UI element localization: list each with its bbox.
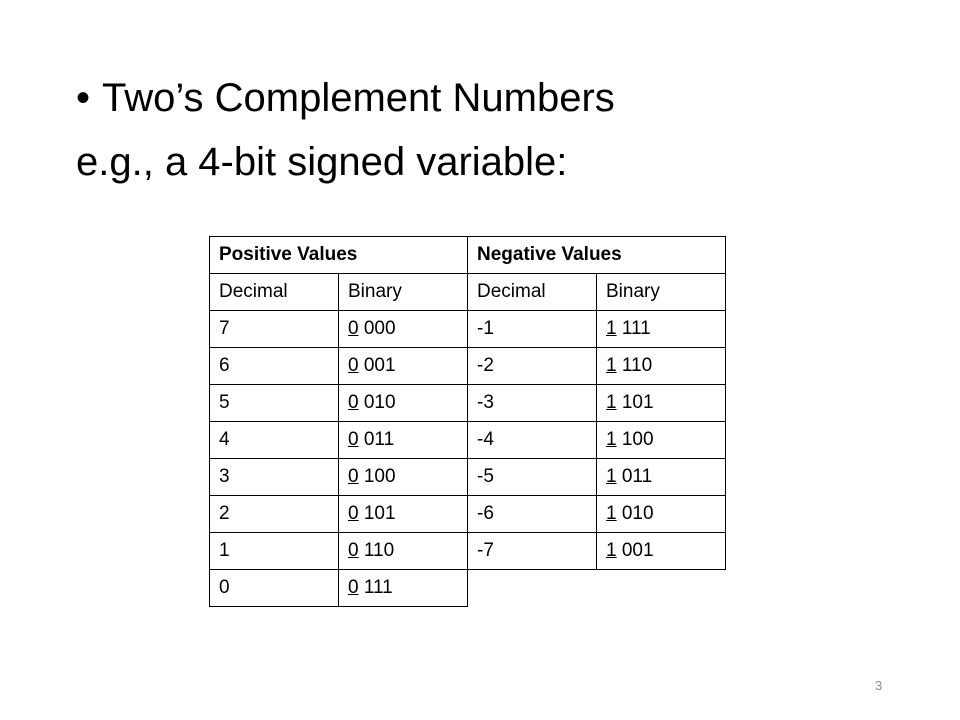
negative-binary-cell: 1 010 bbox=[596, 495, 726, 533]
magnitude-bits: 000 bbox=[358, 318, 396, 339]
negative-decimal-cell: -5 bbox=[467, 458, 597, 496]
sign-bit: 1 bbox=[606, 540, 617, 561]
magnitude-bits: 011 bbox=[358, 429, 395, 450]
negative-decimal-cell: -2 bbox=[467, 347, 597, 385]
magnitude-bits: 110 bbox=[358, 540, 395, 561]
magnitude-bits: 001 bbox=[358, 355, 396, 376]
magnitude-bits: 010 bbox=[358, 392, 396, 413]
positive-decimal-cell: 6 bbox=[209, 347, 339, 385]
column-header-positive-binary: Binary bbox=[338, 273, 468, 311]
positive-binary-cell: 0 011 bbox=[338, 421, 468, 459]
bullet-icon: • bbox=[76, 76, 91, 120]
sign-bit: 0 bbox=[348, 503, 359, 524]
column-header-positive-decimal: Decimal bbox=[209, 273, 339, 311]
empty-cell bbox=[468, 570, 597, 607]
positive-values-header: Positive Values bbox=[209, 236, 468, 274]
magnitude-bits: 110 bbox=[616, 355, 653, 376]
magnitude-bits: 111 bbox=[358, 577, 393, 598]
twos-complement-table: Positive Values Negative Values Decimal … bbox=[209, 236, 726, 607]
positive-binary-cell: 0 100 bbox=[338, 458, 468, 496]
negative-binary-cell: 1 001 bbox=[596, 532, 726, 570]
sign-bit: 1 bbox=[606, 503, 617, 524]
negative-decimal-cell: -4 bbox=[467, 421, 597, 459]
positive-decimal-cell: 2 bbox=[209, 495, 339, 533]
negative-decimal-cell: -3 bbox=[467, 384, 597, 422]
magnitude-bits: 101 bbox=[358, 503, 396, 524]
sign-bit: 0 bbox=[348, 540, 359, 561]
page-number: 3 bbox=[875, 678, 883, 693]
sign-bit: 1 bbox=[606, 355, 617, 376]
slide-title: • Two’s Complement Numbers bbox=[76, 74, 615, 122]
sign-bit: 1 bbox=[606, 392, 617, 413]
positive-decimal-cell: 0 bbox=[209, 569, 339, 607]
negative-binary-cell: 1 011 bbox=[596, 458, 726, 496]
group-header-row: Positive Values Negative Values bbox=[209, 236, 726, 274]
sign-bit: 0 bbox=[348, 318, 359, 339]
negative-binary-cell: 1 111 bbox=[596, 310, 726, 348]
negative-binary-cell: 1 100 bbox=[596, 421, 726, 459]
magnitude-bits: 111 bbox=[616, 318, 651, 339]
title-text: Two’s Complement Numbers bbox=[102, 76, 615, 120]
negative-decimal-cell: -1 bbox=[467, 310, 597, 348]
sign-bit: 0 bbox=[348, 429, 359, 450]
positive-binary-cell: 0 000 bbox=[338, 310, 468, 348]
sign-bit: 1 bbox=[606, 466, 617, 487]
column-header-row: Decimal Binary Decimal Binary bbox=[209, 273, 726, 311]
sign-bit: 0 bbox=[348, 577, 359, 598]
sign-bit: 0 bbox=[348, 392, 359, 413]
positive-decimal-cell: 7 bbox=[209, 310, 339, 348]
sign-bit: 1 bbox=[606, 429, 617, 450]
positive-binary-cell: 0 101 bbox=[338, 495, 468, 533]
negative-binary-cell: 1 101 bbox=[596, 384, 726, 422]
negative-binary-cell: 1 110 bbox=[596, 347, 726, 385]
positive-binary-cell: 0 111 bbox=[338, 569, 468, 607]
magnitude-bits: 100 bbox=[616, 429, 654, 450]
positive-decimal-cell: 3 bbox=[209, 458, 339, 496]
magnitude-bits: 001 bbox=[616, 540, 654, 561]
magnitude-bits: 100 bbox=[358, 466, 396, 487]
sign-bit: 0 bbox=[348, 466, 359, 487]
column-header-negative-binary: Binary bbox=[596, 273, 726, 311]
slide-subtitle: e.g., a 4-bit signed variable: bbox=[76, 140, 568, 184]
positive-binary-cell: 0 010 bbox=[338, 384, 468, 422]
positive-decimal-cell: 5 bbox=[209, 384, 339, 422]
positive-binary-cell: 0 110 bbox=[338, 532, 468, 570]
sign-bit: 1 bbox=[606, 318, 617, 339]
magnitude-bits: 010 bbox=[616, 503, 654, 524]
negative-decimal-cell: -6 bbox=[467, 495, 597, 533]
magnitude-bits: 101 bbox=[616, 392, 654, 413]
positive-decimal-cell: 4 bbox=[209, 421, 339, 459]
column-header-negative-decimal: Decimal bbox=[467, 273, 597, 311]
positive-binary-cell: 0 001 bbox=[338, 347, 468, 385]
negative-values-header: Negative Values bbox=[467, 236, 726, 274]
sign-bit: 0 bbox=[348, 355, 359, 376]
positive-decimal-cell: 1 bbox=[209, 532, 339, 570]
magnitude-bits: 011 bbox=[616, 466, 653, 487]
empty-cell bbox=[597, 570, 726, 607]
negative-decimal-cell: -7 bbox=[467, 532, 597, 570]
